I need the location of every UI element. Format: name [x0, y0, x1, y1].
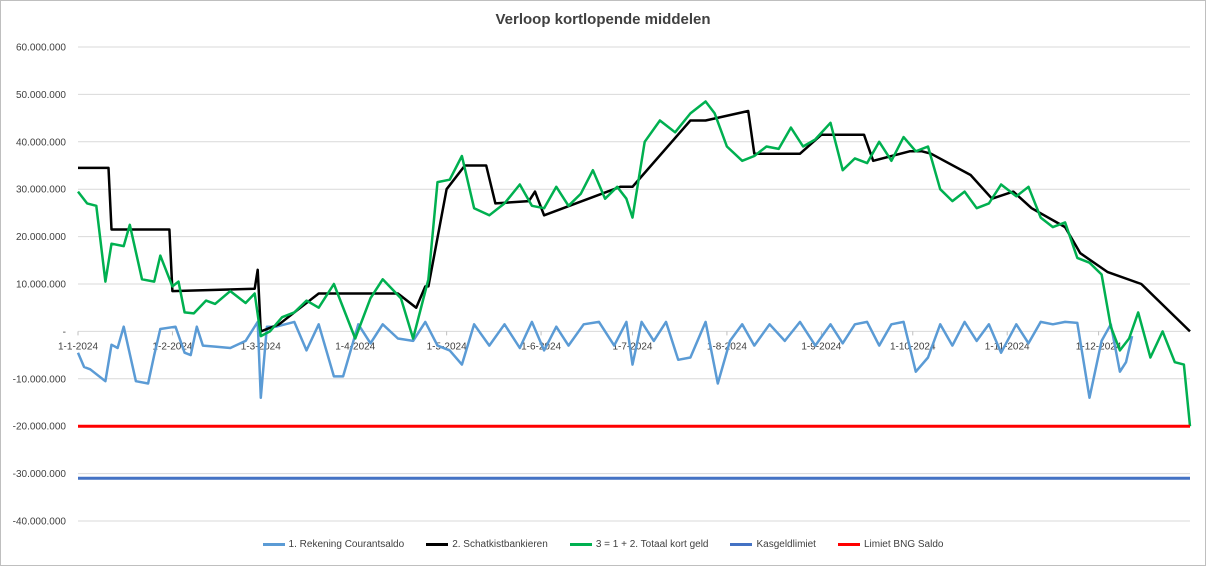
legend-item-4: Limiet BNG Saldo	[837, 539, 944, 550]
legend-item-1: 2. Schatkistbankieren	[426, 539, 548, 550]
y-tick-label-3: 30.000.000	[16, 185, 66, 196]
y-tick-label-8: -20.000.000	[13, 422, 67, 433]
legend-swatch-4	[837, 543, 860, 546]
series-line-0	[76, 320, 1134, 400]
y-tick-label-1: 50.000.000	[16, 90, 66, 101]
y-tick-label-9: -30.000.000	[13, 469, 67, 480]
legend-label-4: Limiet BNG Saldo	[863, 539, 944, 550]
x-tick-label-3: 1-4-2024	[335, 341, 375, 352]
legend-item-3: Kasgeldlimiet	[730, 539, 816, 550]
legend-item-0: 1. Rekening Courantsaldo	[262, 539, 405, 550]
x-tick-label-10: 1-11-2024	[985, 341, 1030, 352]
y-tick-label-4: 20.000.000	[16, 232, 66, 243]
y-tick-label-10: -40.000.000	[13, 517, 67, 528]
x-tick-label-8: 1-9-2024	[801, 341, 841, 352]
chart-title: Verloop kortlopende middelen	[495, 11, 711, 28]
x-tick-label-6: 1-7-2024	[612, 341, 652, 352]
x-tick-label-0: 1-1-2024	[58, 341, 98, 352]
chart-legend: 1. Rekening Courantsaldo 2. Schatkistbank…	[0, 539, 1206, 550]
y-tick-label-0: 60.000.000	[16, 43, 66, 54]
y-tick-label-6: -	[63, 327, 66, 338]
legend-swatch-0	[262, 543, 285, 546]
y-tick-label-7: -10.000.000	[13, 374, 67, 385]
legend-swatch-3	[730, 543, 753, 546]
y-tick-label-5: 10.000.000	[16, 280, 66, 291]
series-line-1	[78, 109, 1191, 333]
x-tick-label-4: 1-5-2024	[427, 341, 467, 352]
legend-label-1: 2. Schatkistbankieren	[452, 539, 548, 550]
legend-swatch-2	[569, 543, 592, 546]
x-tick-label-2: 1-3-2024	[241, 341, 281, 352]
series-line-2	[77, 100, 1192, 427]
legend-label-2: 3 = 1 + 2. Totaal kort geld	[595, 539, 709, 550]
legend-swatch-1	[426, 543, 449, 546]
x-tick-label-11: 1-12-2024	[1076, 341, 1122, 352]
legend-label-3: Kasgeldlimiet	[756, 539, 816, 550]
x-tick-label-9: 1-10-2024	[890, 341, 936, 352]
y-tick-label-2: 40.000.000	[16, 137, 66, 148]
legend-label-0: 1. Rekening Courantsaldo	[288, 539, 405, 550]
legend-item-2: 3 = 1 + 2. Totaal kort geld	[569, 539, 709, 550]
x-tick-label-1: 1-2-2024	[152, 341, 192, 352]
